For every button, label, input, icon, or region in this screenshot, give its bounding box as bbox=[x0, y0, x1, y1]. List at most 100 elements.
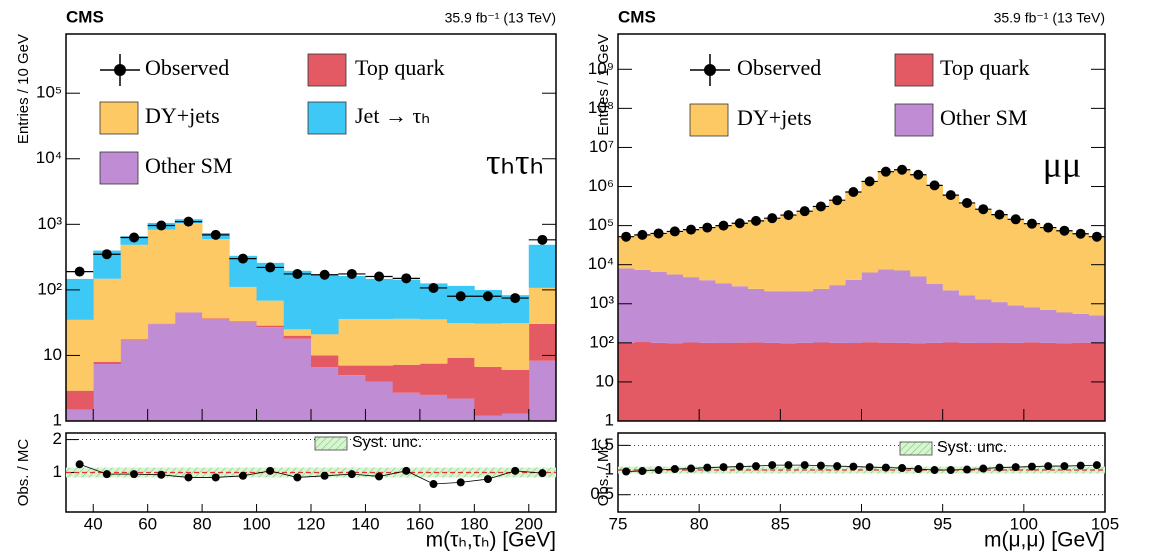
stack-bar bbox=[365, 318, 394, 366]
ratio-point bbox=[898, 464, 907, 473]
stack-bar bbox=[845, 192, 862, 280]
observed-point bbox=[1059, 225, 1070, 236]
observed-point bbox=[265, 262, 276, 273]
observed-point bbox=[156, 220, 167, 231]
ratio-point bbox=[511, 466, 520, 475]
cms-label: CMS bbox=[618, 7, 656, 26]
legend-observed-dot bbox=[704, 64, 716, 76]
stack-bar bbox=[731, 286, 749, 343]
stack-bar bbox=[338, 375, 366, 421]
ratio-point bbox=[719, 463, 728, 472]
ratio-point bbox=[687, 464, 696, 473]
observed-point bbox=[783, 210, 794, 221]
ratio-point bbox=[946, 466, 955, 475]
stack-bar bbox=[202, 318, 230, 319]
ratio-y-tick-label: 0.5 bbox=[590, 484, 614, 503]
ratio-point bbox=[703, 463, 712, 472]
observed-point bbox=[767, 213, 778, 224]
observed-point bbox=[799, 206, 810, 217]
ratio-point bbox=[816, 461, 825, 470]
legend-label: Jet → τₕ bbox=[355, 103, 430, 128]
stack-bar bbox=[202, 239, 230, 319]
stack-bar bbox=[715, 343, 733, 421]
y-axis-title: Entries / 10 GeV bbox=[15, 34, 32, 144]
stack-bar bbox=[877, 171, 895, 270]
x-tick-label: 75 bbox=[609, 514, 628, 533]
stack-bar bbox=[1072, 342, 1090, 421]
stack-bar bbox=[392, 392, 421, 421]
stack-bar bbox=[365, 365, 394, 382]
stack-bar bbox=[229, 322, 257, 421]
stack-bar bbox=[926, 342, 944, 421]
stack-bar bbox=[528, 244, 556, 288]
stack-bar bbox=[1023, 223, 1041, 308]
cms-label: CMS bbox=[66, 7, 104, 26]
observed-point bbox=[832, 195, 843, 206]
legend-swatch bbox=[894, 103, 934, 137]
stack-bar bbox=[283, 335, 312, 339]
observed-point bbox=[929, 180, 940, 191]
stack-bar bbox=[958, 295, 976, 343]
ratio-point bbox=[638, 467, 647, 476]
stack-bar bbox=[780, 343, 797, 421]
legend-label: Observed bbox=[737, 55, 821, 80]
observed-point bbox=[945, 190, 956, 201]
ratio-point bbox=[800, 461, 809, 470]
y-tick-label: 10⁴ bbox=[36, 148, 62, 167]
y-tick-label: 10³ bbox=[589, 293, 614, 312]
ratio-point bbox=[429, 480, 438, 489]
observed-point bbox=[101, 249, 112, 260]
stack-bar bbox=[1007, 342, 1025, 421]
ratio-point bbox=[456, 478, 465, 487]
x-tick-label: 100 bbox=[1010, 514, 1038, 533]
stack-bar bbox=[501, 323, 530, 370]
ratio-point bbox=[930, 466, 939, 475]
y-tick-label: 1 bbox=[53, 410, 62, 429]
stack-bar bbox=[1007, 305, 1025, 343]
stack-bar bbox=[66, 409, 94, 421]
ratio-y-tick-label: 1 bbox=[605, 460, 614, 479]
ratio-point bbox=[320, 471, 329, 480]
stack-bar bbox=[311, 355, 339, 368]
stack-bar bbox=[501, 369, 530, 414]
stack-bar bbox=[975, 299, 992, 344]
syst-legend-label: Syst. unc. bbox=[352, 434, 422, 451]
stack-bar bbox=[66, 390, 94, 410]
stack-bar bbox=[120, 340, 149, 421]
stack-bar bbox=[1007, 219, 1025, 306]
stack-bar bbox=[861, 342, 879, 421]
stack-bar bbox=[780, 215, 797, 292]
stack-bar bbox=[256, 300, 285, 326]
stack-bar bbox=[764, 218, 781, 292]
stack-bar bbox=[829, 200, 846, 286]
observed-point bbox=[653, 228, 664, 239]
observed-point bbox=[129, 232, 140, 243]
ratio-point bbox=[538, 469, 547, 478]
x-tick-label: 40 bbox=[84, 514, 103, 533]
observed-point bbox=[702, 222, 713, 233]
stack-bar bbox=[528, 287, 556, 324]
stack-bar bbox=[338, 365, 366, 376]
ratio-point bbox=[184, 473, 193, 482]
stack-bar bbox=[419, 394, 448, 421]
stack-bar bbox=[338, 275, 366, 319]
stack-bar bbox=[764, 342, 781, 421]
y-tick-label: 10² bbox=[589, 332, 614, 351]
stack-bar bbox=[528, 360, 556, 421]
stack-bar bbox=[1056, 230, 1073, 313]
syst-legend-box bbox=[899, 441, 933, 456]
observed-point bbox=[734, 218, 745, 229]
stack-bar bbox=[447, 398, 475, 421]
x-axis-title: m(μ,μ) [GeV] bbox=[984, 529, 1105, 552]
y-tick-label: 10⁸ bbox=[588, 98, 614, 117]
stack-bar bbox=[877, 342, 895, 421]
ratio-point bbox=[266, 466, 275, 475]
observed-point bbox=[897, 164, 908, 175]
stack-bar bbox=[1023, 342, 1041, 421]
stack-bar bbox=[256, 325, 285, 328]
ratio-y-title: Obs. / MC bbox=[15, 439, 32, 507]
stack-bar bbox=[283, 329, 312, 336]
lumi-label: 35.9 fb⁻¹ (13 TeV) bbox=[994, 10, 1105, 26]
stack-bar bbox=[1040, 309, 1057, 343]
